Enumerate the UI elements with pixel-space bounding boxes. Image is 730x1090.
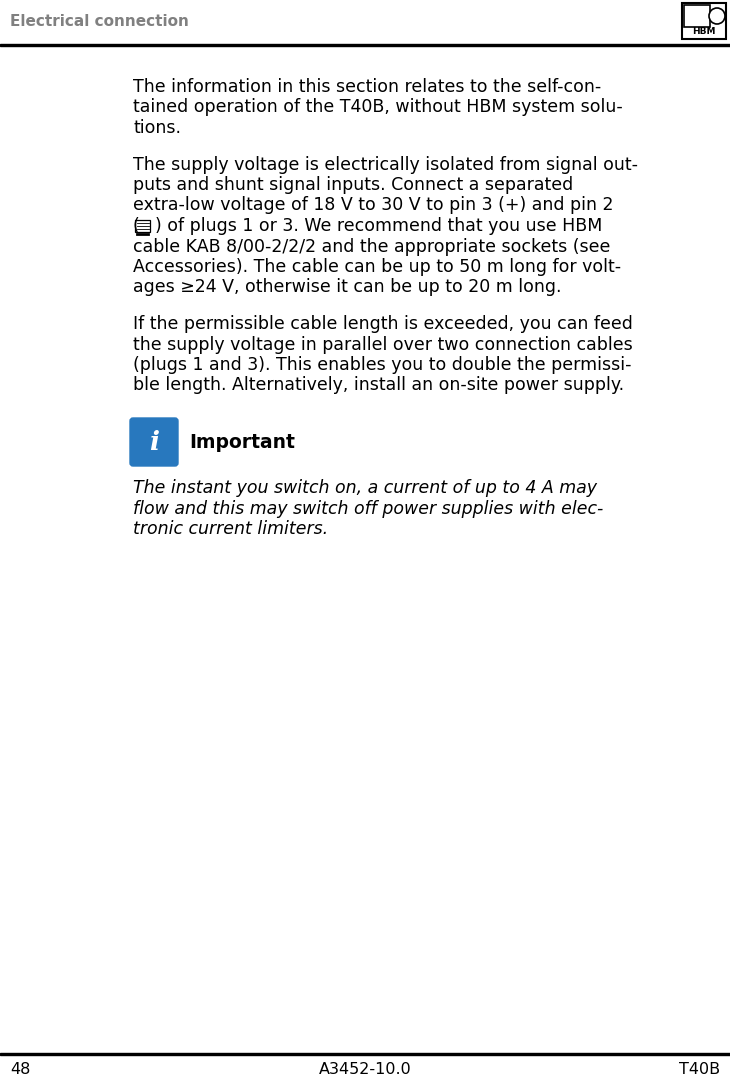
Text: ) of plugs 1 or 3. We recommend that you use HBM: ) of plugs 1 or 3. We recommend that you… — [155, 217, 602, 235]
Text: The supply voltage is electrically isolated from signal out-: The supply voltage is electrically isola… — [133, 156, 638, 173]
Text: puts and shunt signal inputs. Connect a separated: puts and shunt signal inputs. Connect a … — [133, 175, 573, 194]
Text: Accessories). The cable can be up to 50 m long for volt-: Accessories). The cable can be up to 50 … — [133, 258, 621, 276]
Bar — [135, 220, 150, 232]
Bar — [0, 0, 730, 44]
Text: ages ≥24 V, otherwise it can be up to 20 m long.: ages ≥24 V, otherwise it can be up to 20… — [133, 279, 561, 296]
Text: tained operation of the T40B, without HBM system solu-: tained operation of the T40B, without HB… — [133, 98, 623, 117]
Text: The information in this section relates to the self-con-: The information in this section relates … — [133, 78, 602, 96]
FancyBboxPatch shape — [130, 417, 178, 467]
Text: Important: Important — [189, 434, 295, 452]
Text: flow and this may switch off power supplies with elec-: flow and this may switch off power suppl… — [133, 499, 603, 518]
Text: 48: 48 — [10, 1063, 31, 1078]
Text: (plugs 1 and 3). This enables you to double the permissi-: (plugs 1 and 3). This enables you to dou… — [133, 356, 631, 374]
Text: i: i — [149, 431, 159, 456]
Bar — [0, 44, 730, 46]
Text: the supply voltage in parallel over two connection cables: the supply voltage in parallel over two … — [133, 336, 633, 353]
Text: HBM: HBM — [692, 27, 715, 36]
Text: If the permissible cable length is exceeded, you can feed: If the permissible cable length is excee… — [133, 315, 633, 334]
Text: T40B: T40B — [679, 1063, 720, 1078]
Text: ble length. Alternatively, install an on-site power supply.: ble length. Alternatively, install an on… — [133, 376, 624, 395]
Bar — [682, 3, 726, 39]
Text: tions.: tions. — [133, 119, 181, 137]
Text: The instant you switch on, a current of up to 4 A may: The instant you switch on, a current of … — [133, 479, 597, 497]
Text: extra-low voltage of 18 V to 30 V to pin 3 (+) and pin 2: extra-low voltage of 18 V to 30 V to pin… — [133, 196, 613, 215]
Circle shape — [709, 8, 725, 24]
Text: tronic current limiters.: tronic current limiters. — [133, 520, 328, 538]
Text: cable KAB 8/00-2/2/2 and the appropriate sockets (see: cable KAB 8/00-2/2/2 and the appropriate… — [133, 238, 610, 255]
Text: A3452-10.0: A3452-10.0 — [318, 1063, 412, 1078]
Text: Electrical connection: Electrical connection — [10, 14, 189, 29]
Bar — [684, 5, 710, 27]
Text: (: ( — [133, 217, 139, 235]
Bar — [0, 1053, 730, 1054]
